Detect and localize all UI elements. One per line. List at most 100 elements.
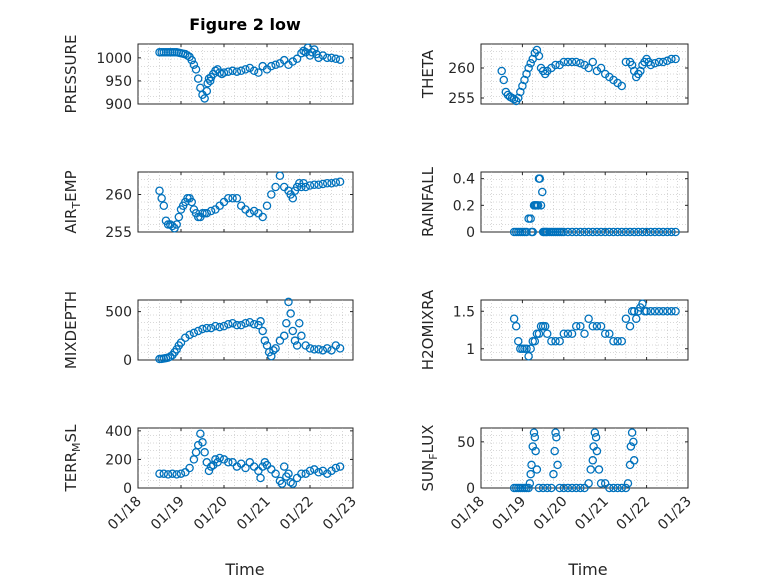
data-point — [279, 55, 289, 65]
data-point — [224, 193, 233, 203]
data-point — [663, 56, 672, 66]
data-point — [314, 53, 323, 63]
data-point — [559, 483, 569, 493]
x-tick-label: 01/22 — [614, 494, 654, 534]
data-point — [527, 460, 536, 470]
data-point — [671, 227, 680, 237]
data-point — [580, 483, 589, 493]
data-point — [211, 321, 220, 331]
y-tick-label: 0.4 — [453, 172, 475, 188]
data-point — [617, 336, 627, 346]
subplot-mixdepth: 0 500 MIXDEPTH — [62, 291, 354, 369]
data-point — [613, 227, 622, 237]
data-point — [256, 317, 265, 326]
x-tick-label: 01/20 — [191, 494, 231, 534]
y-tick-label: 0 — [123, 353, 132, 369]
data-point — [529, 428, 539, 437]
data-point — [530, 336, 540, 346]
x-tick-label: 01/20 — [531, 494, 571, 534]
data-point — [331, 54, 341, 64]
data-point — [646, 227, 655, 237]
x-tick-label: 01/21 — [572, 494, 612, 534]
data-point — [236, 459, 246, 468]
data-point — [267, 61, 276, 71]
data-point — [318, 346, 328, 355]
data-point — [335, 177, 345, 186]
data-point — [528, 227, 538, 237]
xlabel-right: Time — [567, 560, 607, 579]
data-point — [211, 66, 220, 76]
y-tick-label: 950 — [105, 74, 132, 90]
data-point — [267, 351, 276, 361]
data-point — [215, 68, 224, 77]
ylabel: RAINFALL — [419, 166, 437, 237]
data-point — [551, 336, 560, 346]
data-point — [658, 57, 668, 67]
ylabel: PRESSURE — [62, 35, 80, 114]
data-point — [646, 60, 655, 70]
data-point — [267, 190, 276, 199]
data-point — [172, 470, 181, 479]
data-point — [219, 68, 229, 77]
data-point — [215, 322, 224, 332]
data-point — [282, 318, 291, 328]
data-point — [586, 465, 595, 474]
data-point — [552, 432, 561, 442]
y-tick-label: 900 — [105, 97, 132, 113]
x-tick-label: 01/18 — [105, 494, 145, 534]
data-point — [509, 314, 519, 323]
data-point — [335, 462, 345, 471]
data-point — [551, 60, 560, 70]
data-point — [609, 336, 618, 346]
data-point — [590, 428, 600, 437]
ylabel: THETA — [419, 49, 437, 99]
data-point — [331, 178, 341, 187]
data-point — [605, 329, 614, 338]
data-point — [658, 306, 668, 316]
data-point — [232, 462, 242, 471]
data-point — [256, 473, 265, 483]
y-tick-label: 1 — [466, 342, 475, 358]
data-point — [271, 469, 280, 478]
data-point — [327, 346, 336, 355]
data-point — [553, 460, 562, 470]
data-point — [559, 329, 569, 338]
data-point — [526, 214, 535, 223]
data-point — [310, 180, 319, 189]
y-tick-label: 0 — [123, 481, 132, 497]
data-point — [576, 483, 585, 493]
data-point — [613, 483, 622, 493]
x-tick-label: 01/23 — [320, 494, 360, 534]
data-point — [318, 179, 328, 189]
x-tick-label: 01/18 — [448, 494, 488, 534]
data-point — [155, 186, 164, 195]
subplot-sun_flux: 01/18 01/19 01/20 01/21 01/22 01/23 0 50 SUNFLUX — [419, 425, 695, 534]
data-point — [292, 54, 302, 64]
data-point — [600, 329, 610, 338]
data-point — [181, 49, 190, 59]
data-point — [185, 463, 194, 473]
y-tick-label: 400 — [105, 424, 132, 440]
data-point — [277, 479, 287, 488]
data-point — [532, 465, 542, 474]
y-tick-label: 260 — [448, 61, 475, 77]
data-point — [592, 227, 602, 237]
subplot-h2omixra: 1 1.5 H2OMIXRA — [419, 289, 689, 370]
data-point — [224, 319, 233, 329]
data-point — [567, 57, 577, 67]
y-tick-label: 255 — [448, 91, 475, 107]
data-point — [667, 227, 676, 237]
data-point — [551, 428, 560, 437]
data-point — [310, 45, 319, 54]
data-point — [609, 483, 618, 493]
x-tick-label: 01/19 — [148, 494, 188, 534]
x-tick-label: 01/23 — [655, 494, 695, 534]
data-point — [617, 81, 627, 91]
data-point — [219, 321, 229, 331]
data-point — [571, 227, 581, 237]
data-point — [292, 473, 302, 483]
data-point — [524, 351, 533, 361]
data-point — [322, 469, 332, 478]
data-point — [168, 221, 177, 231]
data-point — [157, 193, 166, 203]
